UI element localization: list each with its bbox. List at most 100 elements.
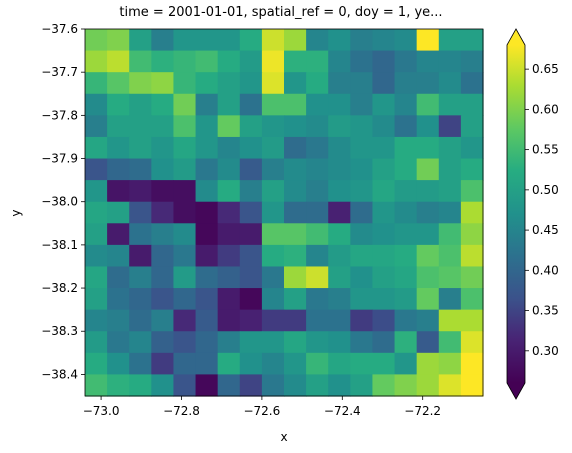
heatmap-cell <box>239 93 263 116</box>
heatmap-cell <box>460 352 484 376</box>
heatmap-cell <box>372 50 396 73</box>
heatmap-cell <box>416 288 440 311</box>
x-tick-label: −73.0 <box>83 404 120 418</box>
heatmap-cells <box>85 29 484 397</box>
heatmap-cell <box>328 288 351 311</box>
heatmap-cell <box>195 352 219 376</box>
heatmap-cell <box>107 288 130 311</box>
heatmap-cell <box>438 201 462 224</box>
chart-title: time = 2001-01-01, spatial_ref = 0, doy … <box>119 5 442 20</box>
y-tick-label: −38.0 <box>41 195 78 209</box>
heatmap-cell <box>195 288 219 311</box>
heatmap-cell <box>306 50 329 73</box>
heatmap-cell <box>129 180 152 203</box>
heatmap-cell <box>460 288 484 311</box>
heatmap-cell <box>129 50 152 73</box>
heatmap-cell <box>306 374 329 397</box>
heatmap-cell <box>350 352 374 376</box>
heatmap-cell <box>350 244 374 268</box>
heatmap-cell <box>85 72 108 95</box>
heatmap-cell <box>195 201 219 224</box>
heatmap-cell <box>239 180 263 203</box>
y-axis-label: y <box>9 209 23 216</box>
heatmap-cell <box>261 374 285 397</box>
heatmap-cell <box>438 72 462 95</box>
heatmap-cell <box>350 266 374 289</box>
heatmap-cell <box>306 288 329 311</box>
colorbar-tick-label: 0.50 <box>532 183 559 197</box>
heatmap-cell <box>460 72 484 95</box>
heatmap-cell <box>173 201 197 224</box>
heatmap-cell <box>85 309 108 332</box>
heatmap-cell <box>284 29 307 52</box>
heatmap-cell <box>350 223 374 246</box>
heatmap-cell <box>350 331 374 354</box>
y-axis: −37.6 −37.7 −37.8 −37.9 −38.0 −38.1 −38.2 −38.3… <box>41 22 85 381</box>
plot-frame <box>84 28 484 397</box>
heatmap-cell <box>107 93 130 116</box>
heatmap-cell <box>261 244 285 268</box>
colorbar-gradient <box>507 45 525 383</box>
heatmap-cell <box>328 29 351 52</box>
y-tick-label: −38.4 <box>41 367 78 381</box>
heatmap-cell <box>284 201 307 224</box>
heatmap-cell <box>85 93 108 116</box>
heatmap-cell <box>217 266 241 289</box>
heatmap-cell <box>394 352 418 376</box>
heatmap-cell <box>416 29 440 52</box>
heatmap-cell <box>372 136 396 160</box>
heatmap-cell <box>372 374 396 397</box>
y-tick-label: −38.2 <box>41 281 78 295</box>
heatmap-cell <box>460 115 484 138</box>
heatmap-cell <box>350 136 374 160</box>
heatmap-cell <box>350 288 374 311</box>
heatmap-cell <box>107 158 130 181</box>
heatmap-cell <box>195 374 219 397</box>
heatmap-cell <box>284 93 307 116</box>
heatmap-cell <box>284 288 307 311</box>
heatmap-cell <box>460 93 484 116</box>
heatmap-cell <box>306 180 329 203</box>
heatmap-cell <box>129 29 152 52</box>
y-tick-label: −37.8 <box>41 108 78 122</box>
heatmap-cell <box>151 331 175 354</box>
heatmap-cell <box>328 201 351 224</box>
heatmap-cell <box>394 288 418 311</box>
heatmap-cell <box>284 115 307 138</box>
heatmap-cell <box>306 331 329 354</box>
heatmap-cell <box>328 331 351 354</box>
heatmap-cell <box>85 288 108 311</box>
heatmap-cell <box>416 309 440 332</box>
heatmap-cell <box>151 72 175 95</box>
heatmap-cell <box>284 50 307 73</box>
heatmap-cell <box>460 201 484 224</box>
heatmap-cell <box>261 309 285 332</box>
heatmap-cell <box>372 115 396 138</box>
heatmap-cell <box>284 180 307 203</box>
heatmap-cell <box>173 72 197 95</box>
heatmap-cell <box>195 180 219 203</box>
heatmap-cell <box>284 158 307 181</box>
heatmap-cell <box>460 29 484 52</box>
heatmap-cell <box>239 374 263 397</box>
heatmap-cell <box>328 309 351 332</box>
heatmap-cell <box>107 331 130 354</box>
heatmap-cell <box>261 158 285 181</box>
heatmap-cell <box>107 223 130 246</box>
heatmap-cell <box>284 136 307 160</box>
heatmap-cell <box>217 158 241 181</box>
y-tick-label: −37.6 <box>41 22 78 36</box>
heatmap-cell <box>284 374 307 397</box>
heatmap-cell <box>438 223 462 246</box>
heatmap-cell <box>239 223 263 246</box>
heatmap-cell <box>416 180 440 203</box>
heatmap-cell <box>151 50 175 73</box>
heatmap-cell <box>284 244 307 268</box>
heatmap-cell <box>239 50 263 73</box>
heatmap-cell <box>151 309 175 332</box>
heatmap-cell <box>372 201 396 224</box>
heatmap-cell <box>350 50 374 73</box>
heatmap-cell <box>85 331 108 354</box>
heatmap-cell <box>239 288 263 311</box>
